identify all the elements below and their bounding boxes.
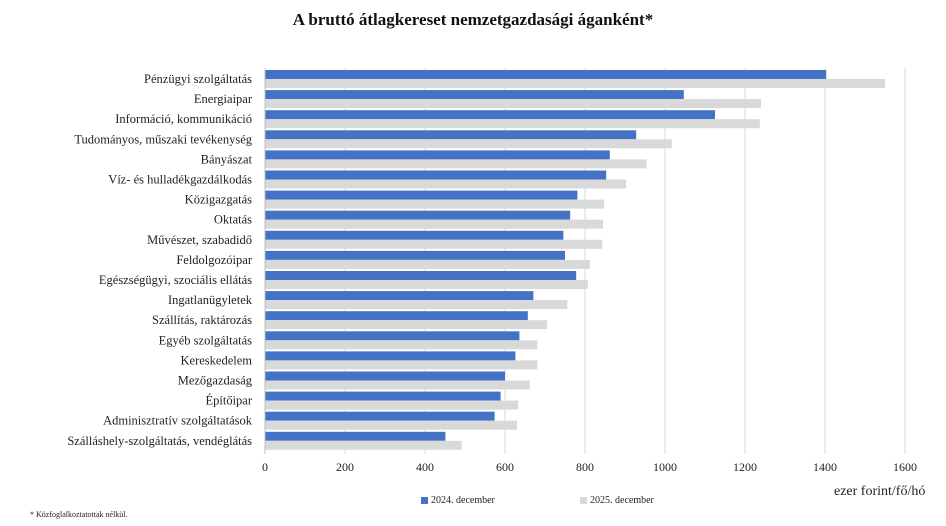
- category-label-2: Energiaipar: [194, 92, 253, 106]
- bar-2025-1: [265, 79, 885, 88]
- x-tick-label-1000: 1000: [653, 460, 677, 474]
- bar-2024-12: [265, 291, 534, 301]
- category-label-3: Információ, kommunikáció: [115, 112, 252, 126]
- category-label-10: Feldolgozóipar: [176, 253, 253, 267]
- bar-2024-4: [265, 130, 637, 140]
- bar-2025-17: [265, 400, 519, 410]
- legend-swatch-2025: [580, 497, 587, 504]
- category-label-15: Kereskedelem: [181, 353, 253, 367]
- category-label-9: Művészet, szabadidő: [147, 233, 252, 247]
- bar-2025-15: [265, 360, 538, 370]
- bar-2025-10: [265, 259, 590, 269]
- bar-2024-13: [265, 311, 528, 321]
- bar-2025-12: [265, 300, 568, 310]
- x-tick-label-1200: 1200: [733, 460, 757, 474]
- category-label-16: Mezőgazdaság: [178, 374, 253, 388]
- bar-2025-16: [265, 380, 530, 390]
- bar-2025-11: [265, 280, 588, 289]
- bar-2024-1: [265, 70, 827, 79]
- bar-2025-3: [265, 119, 760, 129]
- bar-2024-6: [265, 170, 607, 180]
- bar-2024-8: [265, 210, 571, 220]
- bar-2025-2: [265, 99, 761, 109]
- bar-2024-11: [265, 271, 577, 280]
- category-label-14: Egyéb szolgáltatás: [159, 333, 253, 347]
- legend-item-2024: 2024. december: [421, 495, 495, 506]
- bar-2025-5: [265, 159, 647, 169]
- category-label-7: Közigazgatás: [185, 193, 252, 207]
- bar-2025-7: [265, 199, 605, 209]
- category-label-12: Ingatlanügyletek: [168, 293, 253, 307]
- legend-label-2025: 2025. december: [590, 495, 654, 506]
- category-label-8: Oktatás: [214, 213, 252, 227]
- category-label-11: Egészségügyi, szociális ellátás: [99, 273, 252, 287]
- bar-2025-18: [265, 420, 517, 430]
- category-label-17: Építőipar: [205, 394, 252, 408]
- x-tick-label-800: 800: [576, 460, 594, 474]
- category-label-4: Tudományos, műszaki tevékenység: [74, 132, 252, 146]
- category-label-19: Szálláshely-szolgáltatás, vendéglátás: [67, 434, 252, 448]
- category-label-18: Adminisztratív szolgáltatások: [103, 414, 253, 428]
- legend-swatch-2024: [421, 497, 428, 504]
- bar-2024-7: [265, 190, 578, 200]
- bar-2024-14: [265, 331, 520, 341]
- x-tick-label-0: 0: [262, 460, 268, 474]
- x-axis-unit-label: ezer forint/fő/hó: [834, 484, 926, 499]
- bar-2024-2: [265, 90, 684, 100]
- bar-2025-6: [265, 179, 627, 189]
- bar-2024-19: [265, 431, 446, 441]
- bar-2025-14: [265, 340, 538, 350]
- bar-2024-10: [265, 250, 565, 260]
- footnote: * Közfoglalkoztatottak nélkül.: [30, 510, 128, 519]
- bar-2025-8: [265, 219, 603, 229]
- category-label-6: Víz- és hulladékgazdálkodás: [108, 173, 252, 187]
- bar-2024-3: [265, 110, 715, 120]
- legend-label-2024: 2024. december: [431, 495, 495, 506]
- bar-2025-19: [265, 440, 462, 450]
- category-label-5: Bányászat: [201, 152, 253, 166]
- x-tick-label-200: 200: [336, 460, 354, 474]
- bar-2024-9: [265, 230, 564, 240]
- bar-2024-17: [265, 391, 501, 401]
- bar-2024-5: [265, 150, 610, 160]
- x-tick-label-1600: 1600: [893, 460, 917, 474]
- chart-title: A bruttó átlagkereset nemzetgazdasági ág…: [292, 10, 654, 29]
- legend-item-2025: 2025. december: [580, 495, 654, 506]
- bar-2024-16: [265, 371, 505, 381]
- x-tick-label-1400: 1400: [813, 460, 837, 474]
- category-label-1: Pénzügyi szolgáltatás: [144, 72, 252, 86]
- x-tick-label-400: 400: [416, 460, 434, 474]
- bar-2024-15: [265, 351, 516, 361]
- category-label-13: Szállítás, raktározás: [152, 313, 252, 327]
- bar-2024-18: [265, 411, 495, 421]
- bar-2025-13: [265, 320, 547, 330]
- bar-2025-4: [265, 139, 672, 149]
- x-tick-label-600: 600: [496, 460, 514, 474]
- bar-2025-9: [265, 239, 603, 249]
